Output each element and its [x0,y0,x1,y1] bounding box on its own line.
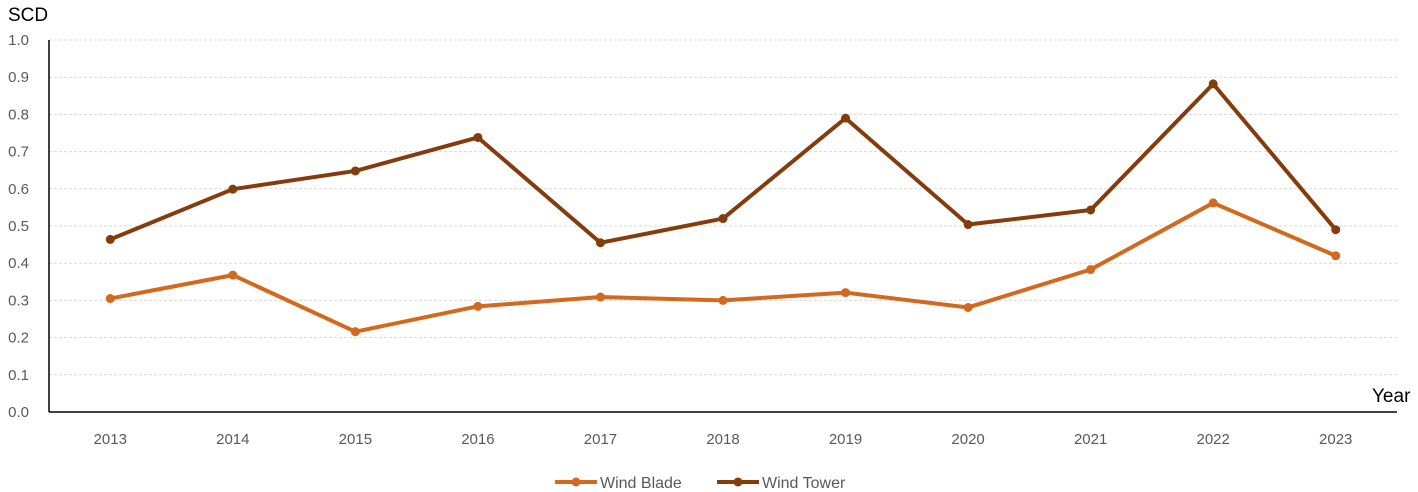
legend-item: Wind Blade [555,475,682,492]
gridlines [49,39,1397,376]
x-tick-label: 2017 [584,431,617,448]
data-point [228,270,238,280]
y-tick-label: 1.0 [8,32,29,49]
y-tick-label: 0.5 [8,218,29,235]
x-tick-label: 2023 [1319,431,1352,448]
legend-item: Wind Tower [717,475,846,492]
y-tick-label: 0.4 [8,255,29,272]
data-point [105,294,115,304]
x-tick-label: 2022 [1196,431,1229,448]
legend-point-marker [571,477,581,487]
x-tick-label: 2020 [951,431,984,448]
x-tick-label: 2021 [1074,431,1107,448]
data-point [473,132,483,142]
x-tick-label: 2019 [829,431,862,448]
x-axis-title: Year [1372,386,1411,407]
data-point [595,238,605,248]
y-tick-label: 0.9 [8,69,29,86]
y-tick-label: 0.2 [8,330,29,347]
x-tick-label: 2016 [461,431,494,448]
data-point [718,214,728,224]
data-point [963,220,973,230]
data-point [1331,251,1341,261]
x-tick-label: 2014 [216,431,249,448]
data-point [841,113,851,123]
x-tick-label: 2013 [94,431,127,448]
data-point [350,327,360,337]
legend-label: Wind Blade [600,475,682,492]
series-wind-tower [105,79,1341,248]
data-point [1208,79,1218,89]
data-point [350,166,360,176]
x-axis-ticks: 2013 2014 2015 2016 2017 2018 2019 2020 2021 2022… [94,431,1353,448]
x-tick-label: 2015 [339,431,372,448]
data-point [963,302,973,312]
data-point [473,301,483,311]
y-tick-label: 0.8 [8,106,29,123]
legend-point-marker [733,477,743,487]
y-tick-label: 0.3 [8,292,29,309]
y-axis-ticks: 0.0 0.1 0.2 0.3 0.4 0.5 0.6 0.7 0.8 0.9 1.0 [8,32,29,421]
series-wind-blade [105,198,1341,337]
data-point [1086,265,1096,275]
x-tick-label: 2018 [706,431,739,448]
data-point [1331,225,1341,235]
data-point [595,292,605,302]
data-point [228,184,238,194]
data-point [718,295,728,305]
y-tick-label: 0.1 [8,367,29,384]
series-group [105,79,1341,337]
legend-label: Wind Tower [762,475,846,492]
data-point [1208,198,1218,208]
data-point [1086,205,1096,215]
data-point [105,234,115,244]
y-axis-title: SCD [8,5,48,26]
y-tick-label: 0.7 [8,144,29,161]
legend: Wind Blade Wind Tower [555,475,846,492]
y-tick-label: 0.0 [8,404,29,421]
data-point [841,288,851,298]
y-tick-label: 0.6 [8,181,29,198]
